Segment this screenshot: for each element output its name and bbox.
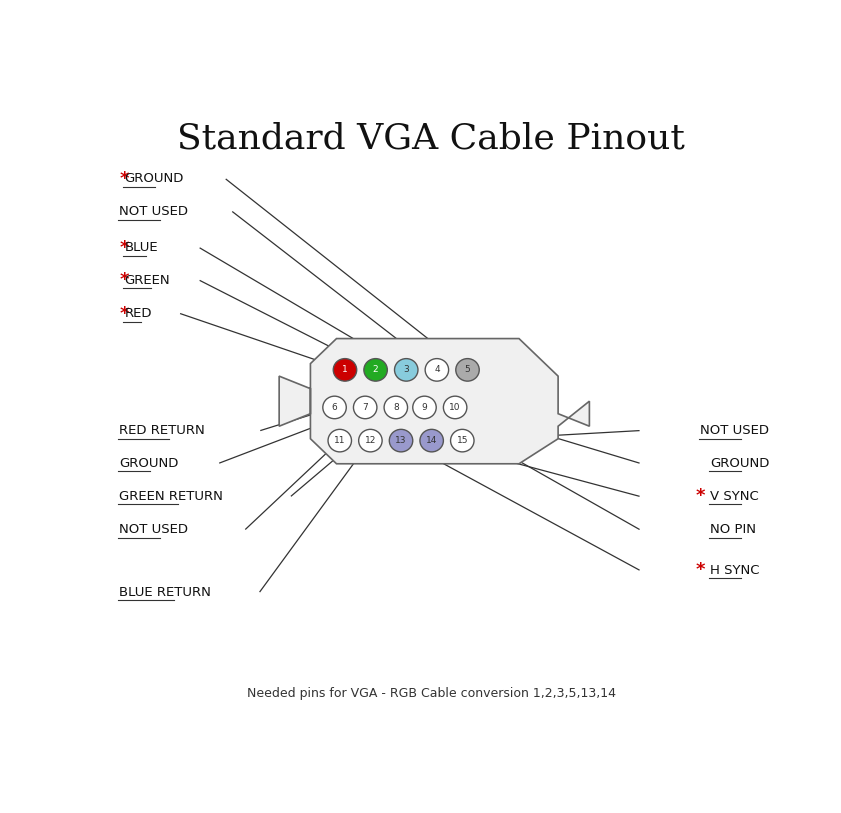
Polygon shape xyxy=(279,338,590,463)
Text: 7: 7 xyxy=(362,403,368,412)
Text: 3: 3 xyxy=(404,365,409,374)
Text: *: * xyxy=(696,487,705,506)
Text: GREEN RETURN: GREEN RETURN xyxy=(119,489,224,502)
Text: 13: 13 xyxy=(395,436,407,445)
Circle shape xyxy=(451,429,474,452)
Circle shape xyxy=(323,396,346,419)
Text: 8: 8 xyxy=(393,403,399,412)
Text: BLUE RETURN: BLUE RETURN xyxy=(119,585,211,598)
Text: *: * xyxy=(119,272,129,289)
Text: Standard VGA Cable Pinout: Standard VGA Cable Pinout xyxy=(177,121,685,155)
Text: H SYNC: H SYNC xyxy=(710,563,759,576)
Circle shape xyxy=(389,429,413,452)
Circle shape xyxy=(384,396,408,419)
Text: RED RETURN: RED RETURN xyxy=(119,424,205,437)
Text: NOT USED: NOT USED xyxy=(119,523,188,536)
Circle shape xyxy=(364,359,388,381)
Text: *: * xyxy=(119,305,129,323)
Text: 1: 1 xyxy=(342,365,348,374)
Text: NOT USED: NOT USED xyxy=(701,424,770,437)
Text: 11: 11 xyxy=(334,436,346,445)
Text: *: * xyxy=(696,561,705,579)
Text: 14: 14 xyxy=(426,436,437,445)
Text: NO PIN: NO PIN xyxy=(710,523,756,536)
Text: 4: 4 xyxy=(434,365,440,374)
Text: 10: 10 xyxy=(449,403,461,412)
Circle shape xyxy=(456,359,479,381)
Text: 9: 9 xyxy=(421,403,427,412)
Circle shape xyxy=(413,396,436,419)
Text: 15: 15 xyxy=(457,436,468,445)
Text: 12: 12 xyxy=(365,436,376,445)
Text: GROUND: GROUND xyxy=(119,457,179,470)
Circle shape xyxy=(394,359,418,381)
Text: GREEN: GREEN xyxy=(124,274,171,287)
Circle shape xyxy=(328,429,352,452)
Text: 6: 6 xyxy=(331,403,337,412)
Text: RED: RED xyxy=(124,307,152,320)
Text: GROUND: GROUND xyxy=(710,457,770,470)
Text: 2: 2 xyxy=(373,365,378,374)
Text: BLUE: BLUE xyxy=(124,241,158,254)
Circle shape xyxy=(420,429,443,452)
Text: *: * xyxy=(119,170,129,188)
Circle shape xyxy=(358,429,382,452)
Text: GROUND: GROUND xyxy=(124,172,184,185)
Circle shape xyxy=(353,396,377,419)
Circle shape xyxy=(443,396,467,419)
Text: V SYNC: V SYNC xyxy=(710,489,759,502)
Text: Needed pins for VGA - RGB Cable conversion 1,2,3,5,13,14: Needed pins for VGA - RGB Cable conversi… xyxy=(246,687,616,700)
Circle shape xyxy=(333,359,357,381)
Text: NOT USED: NOT USED xyxy=(119,205,188,218)
Text: *: * xyxy=(119,239,129,257)
Text: 5: 5 xyxy=(464,365,470,374)
Circle shape xyxy=(426,359,448,381)
